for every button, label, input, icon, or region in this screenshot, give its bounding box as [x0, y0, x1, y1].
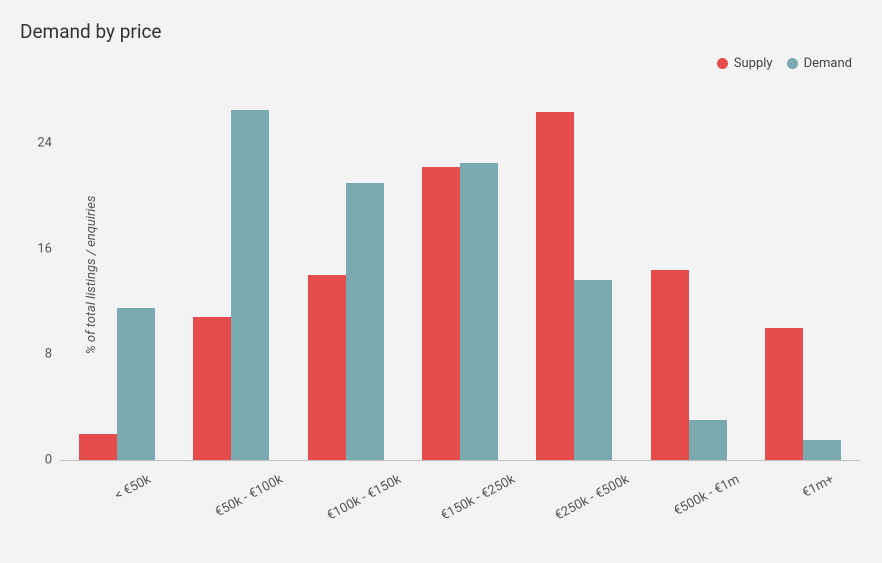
x-axis-labels: < €50k€50k - €100k€100k - €150k€150k - €…	[60, 462, 860, 477]
x-tick-label: < €50k	[112, 472, 153, 503]
x-tick-label: €500k - €1m	[671, 472, 742, 519]
x-tick-label: €1m+	[800, 472, 837, 501]
bar-supply	[193, 317, 231, 460]
chart-legend: Supply Demand	[717, 56, 852, 71]
bar-supply	[651, 270, 689, 460]
y-tick-label: 16	[37, 241, 52, 256]
x-tick-label: €50k - €100k	[213, 472, 286, 520]
bar-supply	[765, 328, 803, 460]
bar-group	[60, 90, 174, 460]
bar-group	[517, 90, 631, 460]
y-tick-label: 0	[45, 453, 52, 468]
y-tick-label: 24	[37, 135, 52, 150]
bar-group	[746, 90, 860, 460]
bars-layer	[60, 90, 860, 460]
bar-demand	[574, 280, 612, 460]
bar-supply	[422, 167, 460, 460]
bar-demand	[231, 110, 269, 460]
chart-plot-area: % of total listings / enquiries 081624	[60, 90, 860, 460]
legend-swatch-demand	[787, 58, 798, 69]
x-tick-label: €250k - €500k	[553, 472, 632, 524]
x-axis-baseline	[60, 460, 860, 461]
x-label-wrap: €50k - €100k	[174, 462, 288, 477]
chart-title: Demand by price	[20, 20, 862, 43]
legend-item-demand: Demand	[787, 56, 852, 71]
bar-demand	[117, 308, 155, 460]
x-label-wrap: < €50k	[60, 462, 174, 477]
bar-group	[631, 90, 745, 460]
x-label-wrap: €250k - €500k	[517, 462, 631, 477]
bar-demand	[689, 420, 727, 460]
bar-group	[289, 90, 403, 460]
bar-supply	[308, 275, 346, 460]
x-label-wrap: €150k - €250k	[403, 462, 517, 477]
bar-demand	[346, 183, 384, 461]
bar-group	[174, 90, 288, 460]
bar-supply	[79, 434, 117, 460]
x-label-wrap: €500k - €1m	[631, 462, 745, 477]
y-tick-label: 8	[45, 347, 52, 362]
legend-swatch-supply	[717, 58, 728, 69]
x-label-wrap: €1m+	[746, 462, 860, 477]
legend-item-supply: Supply	[717, 56, 773, 71]
bar-supply	[536, 112, 574, 460]
bar-group	[403, 90, 517, 460]
x-label-wrap: €100k - €150k	[289, 462, 403, 477]
legend-label-demand: Demand	[804, 56, 852, 71]
x-tick-label: €150k - €250k	[439, 472, 518, 524]
chart-container: Demand by price Supply Demand % of total…	[0, 0, 882, 563]
bar-demand	[803, 440, 841, 460]
bar-demand	[460, 163, 498, 460]
x-tick-label: €100k - €150k	[324, 472, 403, 524]
legend-label-supply: Supply	[734, 56, 773, 71]
